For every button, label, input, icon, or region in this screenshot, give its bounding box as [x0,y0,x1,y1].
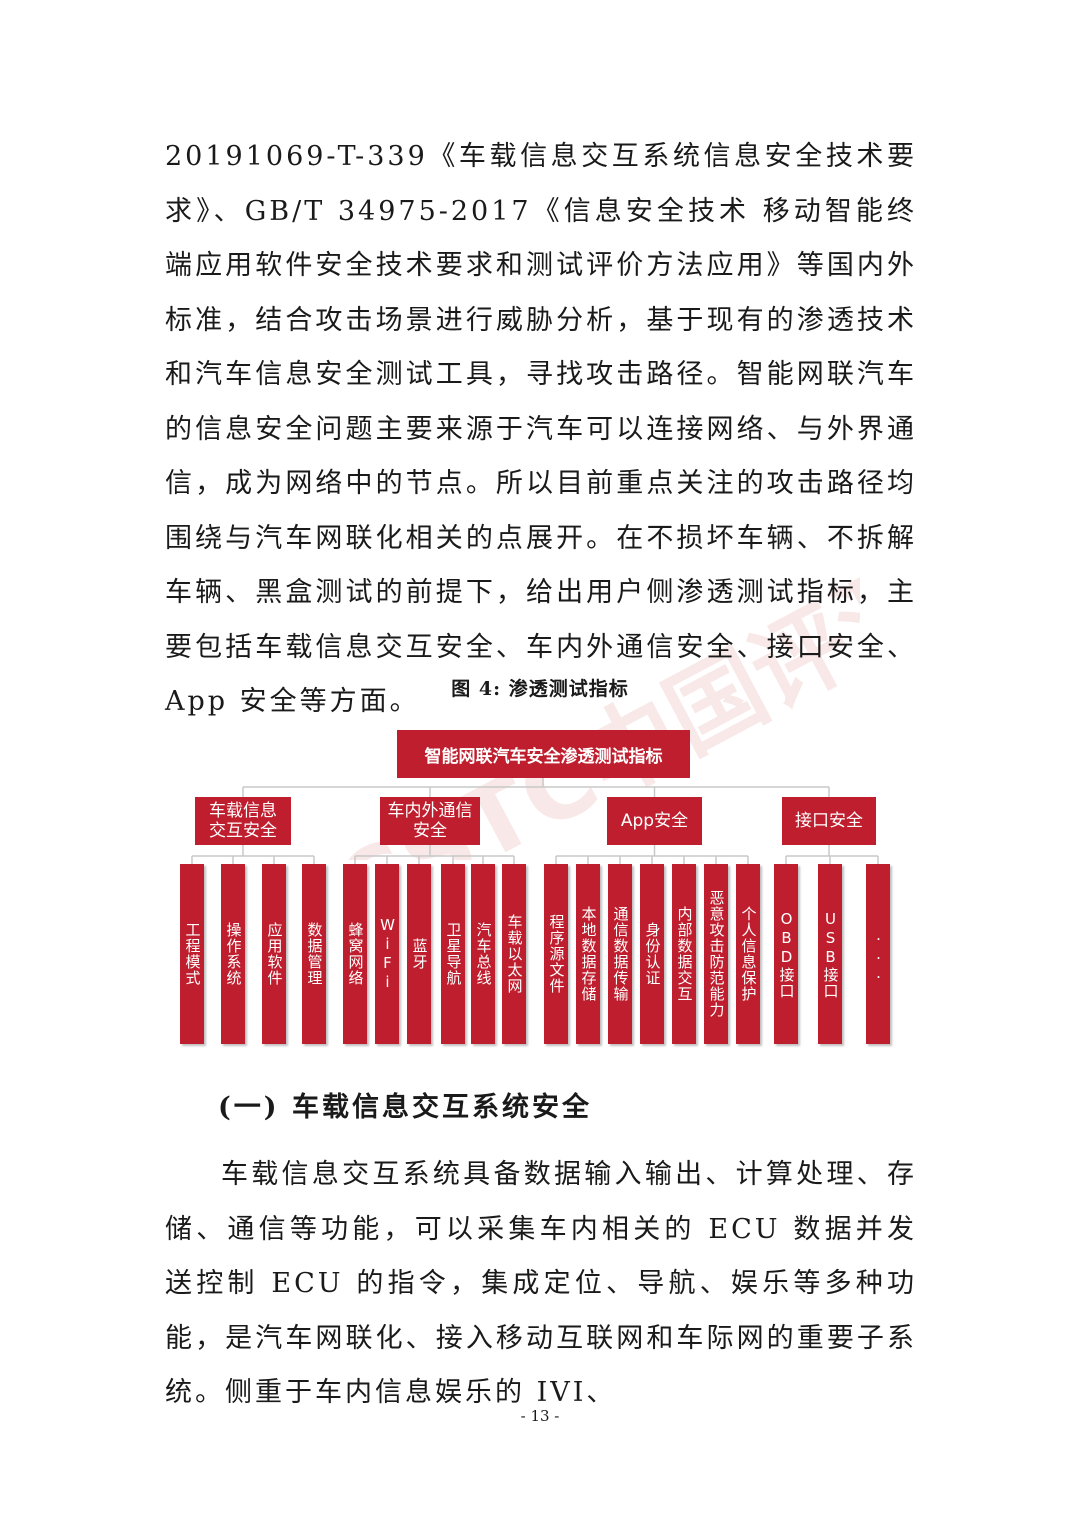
leaf-node: OBD接口 [774,864,798,1044]
leaf-node: 通信数据传输 [608,864,632,1044]
leaf-node: 车载以太网 [502,864,526,1044]
leaf-node: 恶意攻击防范能力 [704,864,728,1044]
category-label: 交互安全 [209,821,277,841]
category-label: 车载信息 [209,801,277,821]
category-node: App安全 [607,797,702,845]
category-label: 接口安全 [795,811,863,831]
leaf-node: 本地数据存储 [576,864,600,1044]
diagram-root-node: 智能网联汽车安全渗透测试指标 [397,730,690,778]
category-label: 安全 [413,821,447,841]
category-label: 车内外通信 [387,801,473,821]
leaf-node: 个人信息保护 [736,864,760,1044]
page-number: - 13 - [520,1407,560,1425]
leaf-node: 蜂窝网络 [343,864,367,1044]
leaf-node: USB接口 [818,864,842,1044]
category-node: 车载信息 交互安全 [195,797,291,845]
leaf-node: 应用软件 [262,864,286,1044]
leaf-node: ... [866,864,890,1044]
penetration-test-index-diagram: 智能网联汽车安全渗透测试指标 车载信息 交互安全 工程模式 操作系统 应用软件 数据管理车… [165,726,917,1056]
leaf-node: 卫星导航 [441,864,465,1044]
leaf-node: 程序源文件 [544,864,568,1044]
section-heading: (一) 车载信息交互系统安全 [218,1092,592,1123]
leaf-node: 身份认证 [640,864,664,1044]
leaf-node: 蓝牙 [407,864,431,1044]
leaf-node: 汽车总线 [471,864,495,1044]
body-paragraph-2: 车载信息交互系统具备数据输入输出、计算处理、存储、通信等功能，可以采集车内相关的… [165,1159,917,1408]
category-node: 接口安全 [782,797,876,845]
leaf-node: 数据管理 [302,864,326,1044]
leaf-node: 内部数据交互 [672,864,696,1044]
body-paragraph-1: 20191069-T-339《车载信息交互系统信息安全技术要求》、GB/T 34… [165,141,917,717]
category-label: App安全 [620,811,689,831]
leaf-node: 工程模式 [180,864,204,1044]
leaf-node: WiFi [375,864,399,1044]
leaf-node: 操作系统 [221,864,245,1044]
diagram-connectors [191,778,879,864]
category-node: 车内外通信 安全 [380,797,480,845]
figure-caption: 图 4: 渗透测试指标 [451,678,629,700]
